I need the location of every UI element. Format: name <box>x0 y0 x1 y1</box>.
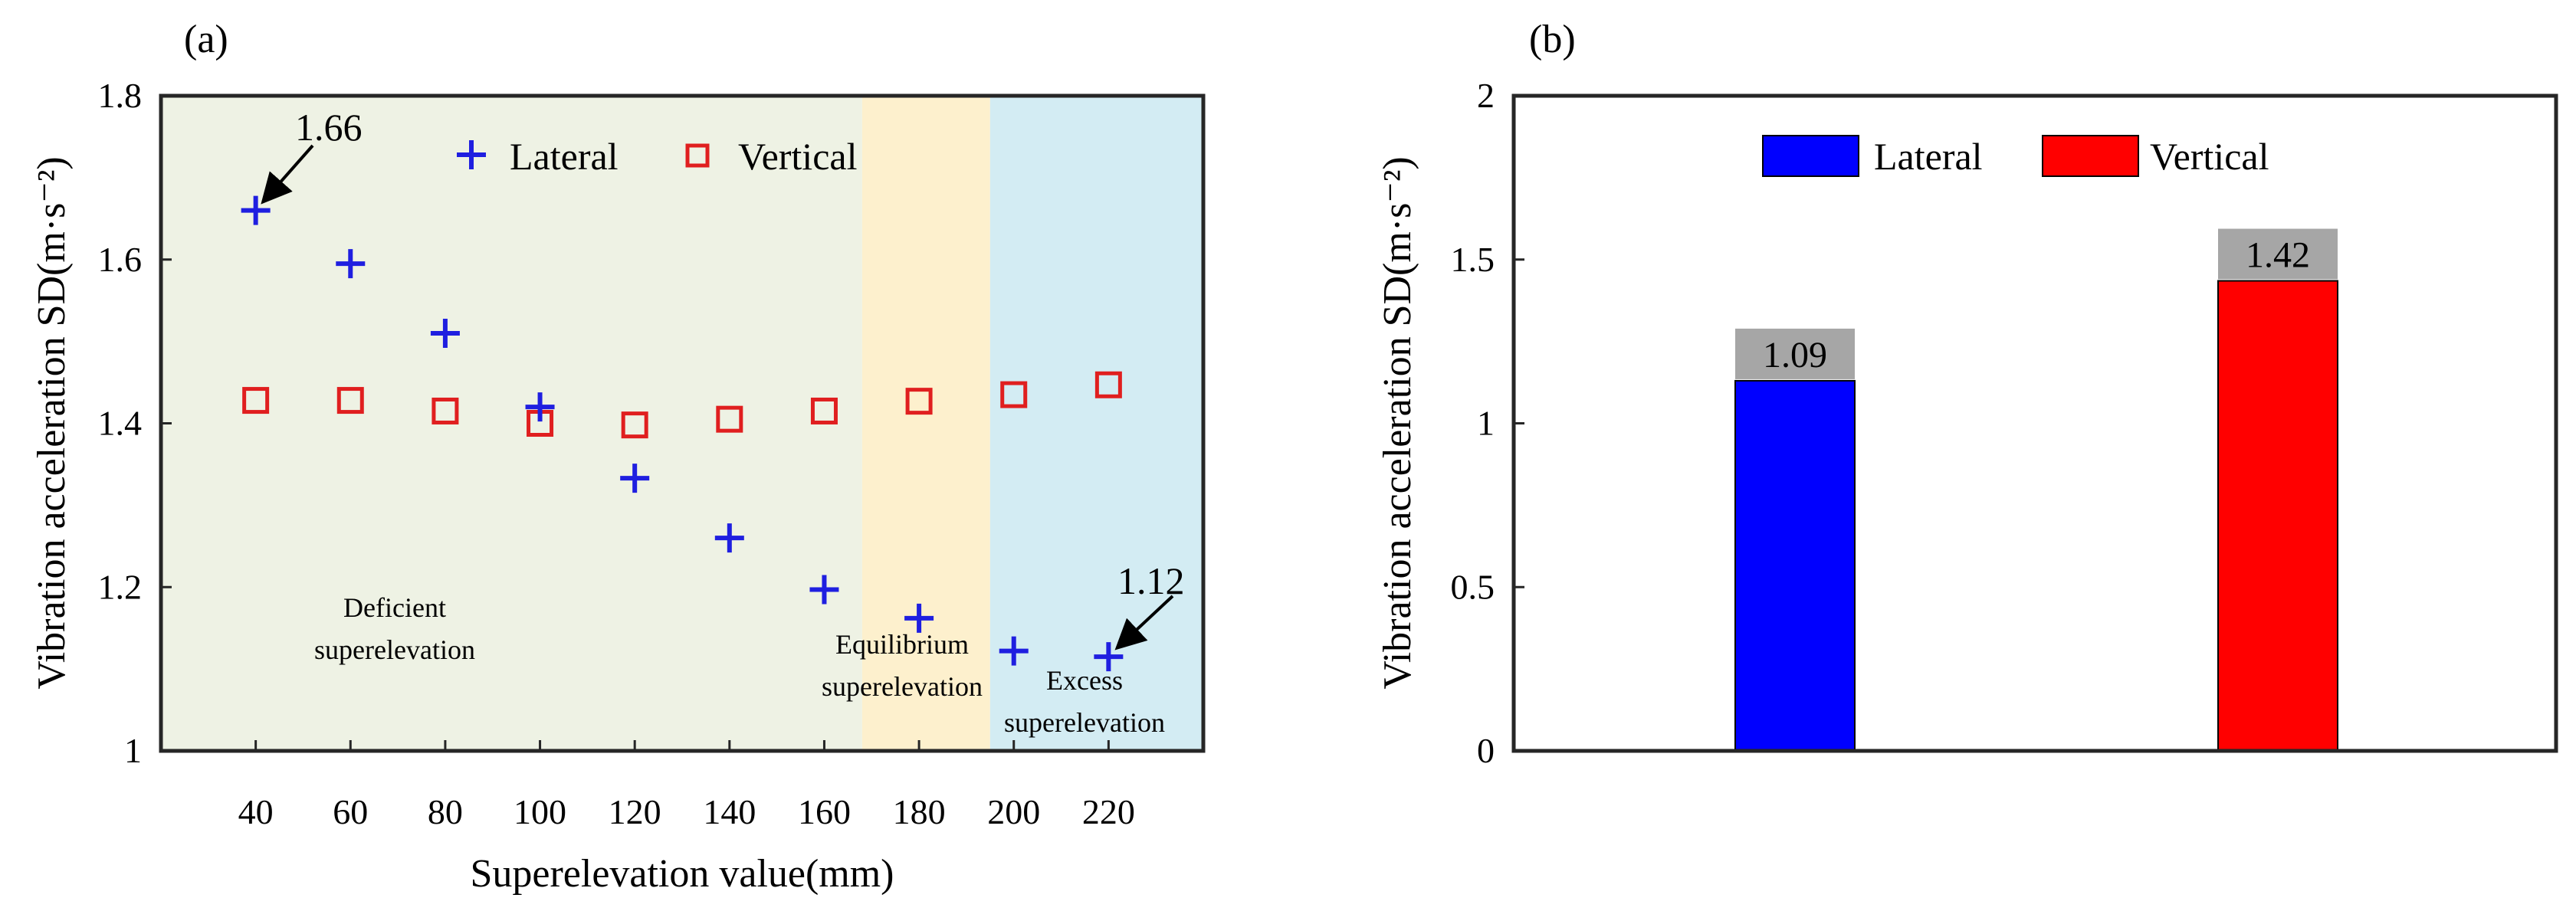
lateral-point-100 <box>525 392 555 422</box>
legend-vertical-label-b: Vertical <box>2150 135 2269 178</box>
vertical-point-40 <box>242 387 270 415</box>
vertical-point-60 <box>336 387 364 415</box>
bar-lateral-value-box <box>1735 328 1855 379</box>
lateral-point-80 <box>430 318 460 348</box>
a-xtick-label-40: 40 <box>238 792 274 831</box>
region-3-label-line-2: superelevation <box>1004 707 1165 738</box>
region-1-band <box>161 96 862 751</box>
legend-lateral-label-b: Lateral <box>1874 135 1983 178</box>
annotation-arrow-1-66 <box>261 144 314 205</box>
lateral-point-200 <box>999 636 1029 666</box>
lateral-point-40 <box>241 195 271 225</box>
bar-lateral-value-label: 1.09 <box>1763 335 1827 375</box>
vertical-point-200 <box>1000 381 1028 408</box>
annotation-arrow-1-12 <box>1114 595 1174 650</box>
lateral-point-120 <box>620 464 650 493</box>
vertical-point-180 <box>905 388 933 415</box>
vertical-point-160 <box>810 397 838 424</box>
b-ytick-label-2: 2 <box>1477 76 1495 115</box>
a-xtick-label-80: 80 <box>428 792 463 831</box>
legend-vertical-swatch <box>2042 135 2139 177</box>
region-1-label-line-1: Deficient <box>343 592 446 623</box>
panel-a-y-axis-title: Vibration acceleration SD(m·s⁻²) <box>30 156 74 689</box>
a-xtick-label-100: 100 <box>514 792 566 831</box>
a-xtick-label-60: 60 <box>333 792 368 831</box>
region-3-label-line-1: Excess <box>1046 665 1123 696</box>
vertical-point-220 <box>1094 371 1122 398</box>
panel-b-legend: Lateral Vertical <box>1762 135 2269 178</box>
vertical-point-140 <box>716 405 743 433</box>
b-ytick-label-0.5: 0.5 <box>1451 567 1495 606</box>
region-3-band <box>989 96 1203 751</box>
bar-vertical-value-label: 1.42 <box>2246 235 2310 276</box>
a-xtick-label-220: 220 <box>1082 792 1135 831</box>
legend-lateral-swatch <box>1762 135 1859 177</box>
lateral-point-140 <box>714 523 744 553</box>
legend-vertical-square-marker <box>685 143 710 168</box>
b-ytick-label-0: 0 <box>1477 731 1495 770</box>
annotation-label-1-66: 1.66 <box>295 106 363 149</box>
a-xtick-label-140: 140 <box>703 792 756 831</box>
a-ytick-label-1.2: 1.2 <box>98 567 143 606</box>
a-xtick-label-200: 200 <box>987 792 1040 831</box>
panel-b-plot-frame <box>1511 93 2558 753</box>
bar-vertical-value-box <box>2218 228 2338 280</box>
lateral-point-160 <box>809 575 839 605</box>
lateral-point-220 <box>1094 642 1124 672</box>
lateral-point-180 <box>904 603 934 633</box>
panel-b-y-axis-title: Vibration acceleration SD(m·s⁻²) <box>1376 156 1419 689</box>
vertical-point-120 <box>621 411 648 439</box>
vertical-point-80 <box>432 397 459 424</box>
lateral-point-60 <box>336 249 366 279</box>
region-2-band <box>861 96 990 751</box>
annotation-label-1-12: 1.12 <box>1117 559 1185 602</box>
panel-a-x-axis-title: Superelevation value(mm) <box>470 852 894 896</box>
a-xtick-label-120: 120 <box>609 792 661 831</box>
panel-a-label: (a) <box>184 18 228 61</box>
panel-b-label: (b) <box>1529 18 1576 61</box>
region-1-label-line-2: superelevation <box>314 634 475 665</box>
region-2-label-line-2: superelevation <box>822 671 983 702</box>
bar-vertical <box>2217 280 2338 752</box>
b-ytick-label-1: 1 <box>1477 404 1495 443</box>
legend-lateral-label: Lateral <box>510 135 619 178</box>
a-ytick-label-1.6: 1.6 <box>98 240 143 279</box>
region-2-label-line-1: Equilibrium <box>835 629 969 660</box>
legend-lateral-plus <box>457 140 486 169</box>
a-ytick-label-1.8: 1.8 <box>98 76 143 115</box>
a-xtick-label-160: 160 <box>798 792 851 831</box>
panel-b-bar-chart: (b) 0 0.5 1 1.5 2 1.09 1.42 Vibration acceler… <box>1376 18 2558 770</box>
panel-a-scatter-chart: (a) 40 60 80 100 120 140 160 180 200 220 1 1.2 1.4 1.… <box>30 18 1206 896</box>
a-ytick-label-1: 1 <box>124 731 142 770</box>
a-ytick-label-1.4: 1.4 <box>98 404 143 443</box>
legend-lateral-plus-marker <box>457 140 486 169</box>
panel-a-plot-frame <box>159 93 1206 753</box>
a-xtick-label-180: 180 <box>893 792 946 831</box>
bar-lateral <box>1734 379 1856 752</box>
legend-vertical-label: Vertical <box>738 135 857 178</box>
panel-a-legend: Lateral Vertical <box>457 135 857 178</box>
b-ytick-label-1.5: 1.5 <box>1451 240 1495 279</box>
